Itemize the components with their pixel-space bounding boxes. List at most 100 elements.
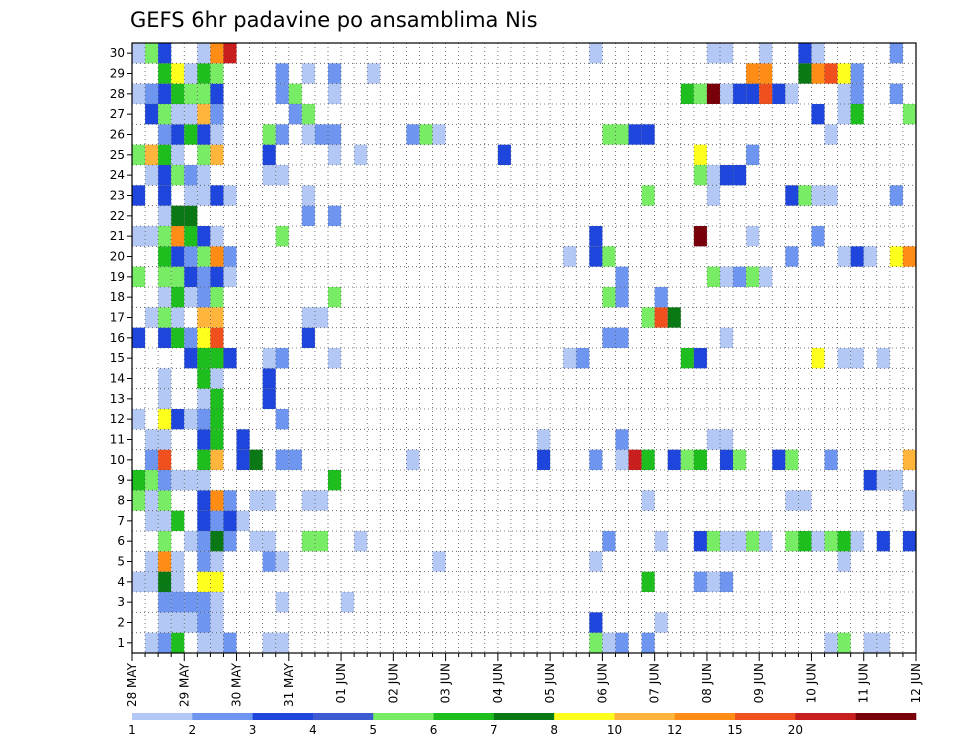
heatmap-cell <box>158 551 172 572</box>
heatmap-cell <box>328 144 342 165</box>
heatmap-cell <box>223 43 237 64</box>
heatmap-cell <box>197 266 211 287</box>
heatmap-cell <box>641 571 655 592</box>
heatmap-cell <box>171 246 185 267</box>
heatmap-cell <box>171 226 185 247</box>
heatmap-cell <box>602 287 616 308</box>
heatmap-cell <box>275 63 289 84</box>
heatmap-cell <box>197 490 211 511</box>
heatmap-cell <box>184 226 198 247</box>
heatmap-cell <box>733 266 747 287</box>
heatmap-cell <box>811 226 825 247</box>
heatmap-cell <box>863 246 877 267</box>
heatmap-cell <box>589 246 603 267</box>
colorbar-label: 10 <box>607 723 622 737</box>
heatmap-cell <box>197 368 211 389</box>
heatmap-cell <box>171 632 185 653</box>
heatmap-cell <box>288 449 302 470</box>
heatmap-cell <box>210 144 224 165</box>
heatmap-cell <box>706 531 720 552</box>
heatmap-cell <box>798 43 812 64</box>
heatmap-cell <box>171 327 185 348</box>
heatmap-cell <box>171 205 185 226</box>
heatmap-cell <box>223 632 237 653</box>
heatmap-cell <box>145 226 159 247</box>
heatmap-cell <box>210 266 224 287</box>
heatmap-cell <box>863 632 877 653</box>
heatmap-cell <box>223 531 237 552</box>
x-tick-label: 04 JUN <box>491 663 505 703</box>
colorbar-label: 4 <box>309 723 317 737</box>
heatmap-cell <box>667 449 681 470</box>
heatmap-cell <box>602 531 616 552</box>
heatmap-cell <box>171 83 185 104</box>
heatmap-cell <box>837 246 851 267</box>
heatmap-cell <box>902 246 916 267</box>
colorbar-swatch <box>554 713 615 720</box>
heatmap-cell <box>824 449 838 470</box>
heatmap-cell <box>197 571 211 592</box>
heatmap-cell <box>210 307 224 328</box>
heatmap-cell <box>275 165 289 186</box>
heatmap-cell <box>720 449 734 470</box>
x-tick-label: 02 JUN <box>386 663 400 703</box>
heatmap-cell <box>301 205 315 226</box>
heatmap-cell <box>824 124 838 145</box>
heatmap-cell <box>889 246 903 267</box>
heatmap-cell <box>158 612 172 633</box>
heatmap-cell <box>145 165 159 186</box>
heatmap-cell <box>171 104 185 125</box>
heatmap-cell <box>158 266 172 287</box>
colorbar-swatch <box>373 713 434 720</box>
heatmap-cell <box>615 632 629 653</box>
heatmap-cell <box>132 571 146 592</box>
heatmap-cell <box>132 83 146 104</box>
heatmap-cell <box>589 551 603 572</box>
heatmap-cell <box>824 632 838 653</box>
heatmap-cell <box>145 490 159 511</box>
y-tick-label: 12 <box>110 412 125 426</box>
colorbar-swatch <box>192 713 253 720</box>
heatmap-cell <box>171 551 185 572</box>
heatmap-cell <box>328 124 342 145</box>
heatmap-cell <box>197 449 211 470</box>
heatmap-cell <box>706 165 720 186</box>
heatmap-cell <box>158 510 172 531</box>
heatmap-cell <box>158 490 172 511</box>
heatmap-cell <box>197 104 211 125</box>
y-tick-label: 30 <box>110 46 125 60</box>
heatmap-cell <box>301 531 315 552</box>
heatmap-cell <box>811 104 825 125</box>
heatmap-cell <box>785 449 799 470</box>
y-tick-label: 7 <box>117 514 125 528</box>
heatmap-cell <box>576 348 590 369</box>
heatmap-cell <box>145 449 159 470</box>
y-tick-label: 16 <box>110 331 125 345</box>
heatmap-cell <box>876 632 890 653</box>
heatmap-cell <box>563 348 577 369</box>
heatmap-cell <box>158 124 172 145</box>
heatmap-cell <box>223 490 237 511</box>
heatmap-cell <box>158 104 172 125</box>
heatmap-cell <box>184 287 198 308</box>
colorbar-swatch <box>312 713 374 720</box>
heatmap-cell <box>184 104 198 125</box>
heatmap-cell <box>746 226 760 247</box>
heatmap-cell <box>158 388 172 409</box>
y-tick-label: 26 <box>110 128 125 142</box>
heatmap-cell <box>223 185 237 206</box>
heatmap-cell <box>145 632 159 653</box>
x-tick-label: 05 JUN <box>543 663 557 703</box>
heatmap-cell <box>850 104 864 125</box>
x-tick-label: 06 JUN <box>595 663 609 703</box>
heatmap-cell <box>288 104 302 125</box>
heatmap-cell <box>693 165 707 186</box>
heatmap-cell <box>262 531 276 552</box>
heatmap-cell <box>158 429 172 450</box>
heatmap-cell <box>785 531 799 552</box>
heatmap-cell <box>171 612 185 633</box>
heatmap-cell <box>158 470 172 491</box>
heatmap-cell <box>210 490 224 511</box>
heatmap-cell <box>210 592 224 613</box>
